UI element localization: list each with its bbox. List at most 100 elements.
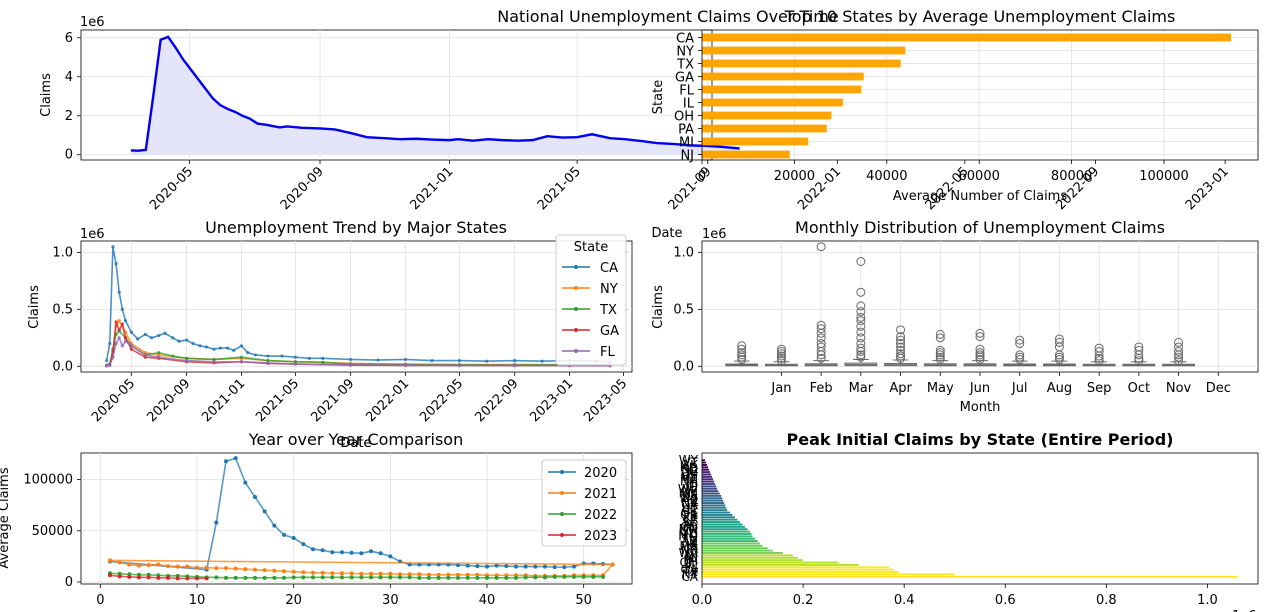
y-tick-label: NH <box>680 475 698 489</box>
y-tick-label: OK <box>681 506 699 520</box>
y-tick-label: AZ <box>682 534 698 548</box>
bar <box>702 502 725 504</box>
outlier <box>776 356 786 366</box>
x-tick-label: 2020-05 <box>147 164 196 213</box>
data-point <box>233 575 238 580</box>
outlier <box>935 354 945 364</box>
outlier <box>1015 350 1025 360</box>
outlier <box>856 343 866 353</box>
data-point <box>120 307 124 311</box>
x-tick-label: 2021-01 <box>407 164 456 213</box>
data-point <box>407 572 412 577</box>
bar <box>702 492 720 495</box>
bar <box>702 556 799 559</box>
bar <box>702 549 773 552</box>
y-tick-label: VA <box>682 541 698 555</box>
data-point <box>330 575 335 580</box>
bar <box>702 490 719 493</box>
data-point <box>253 567 257 572</box>
data-point <box>243 567 248 572</box>
data-point <box>475 572 480 577</box>
data-point <box>311 570 315 575</box>
x-tick-label: 2021-09 <box>308 376 357 425</box>
data-point <box>562 565 567 570</box>
y-tick-label: ME <box>680 472 698 486</box>
data-point <box>166 564 170 569</box>
bar <box>702 528 748 531</box>
y-tick-label: NE <box>681 484 698 498</box>
bar <box>702 466 709 469</box>
data-point <box>204 565 209 570</box>
data-point <box>369 549 373 554</box>
data-point <box>407 575 412 580</box>
data-point <box>359 551 364 556</box>
data-point <box>262 509 267 514</box>
legend-box <box>541 459 627 547</box>
y-tick-label: AK <box>682 458 699 472</box>
outlier <box>1054 334 1064 344</box>
bar <box>702 461 707 464</box>
y-tick-label: 50000 <box>32 524 73 539</box>
outlier <box>935 345 945 355</box>
y-tick-label: KY <box>683 510 698 524</box>
bar <box>702 85 862 94</box>
x-tick-label: 1.0 <box>1197 593 1218 608</box>
data-point <box>514 575 518 580</box>
data-point <box>212 347 216 351</box>
outlier <box>935 329 945 339</box>
x-tick-label: 0 <box>96 593 104 608</box>
data-point <box>311 547 315 552</box>
y-tick-label: KS <box>683 489 699 503</box>
legend-label: 2021 <box>584 487 617 502</box>
bar <box>702 494 722 497</box>
bar <box>702 46 906 55</box>
data-point <box>233 456 238 461</box>
bar <box>702 561 839 564</box>
data-point <box>282 569 286 574</box>
outlier <box>1134 345 1144 355</box>
data-point <box>388 554 393 559</box>
bar <box>702 468 710 471</box>
outlier <box>1174 346 1184 356</box>
data-point <box>218 346 222 350</box>
y-tick-label: MA <box>679 539 698 553</box>
data-point <box>494 575 499 580</box>
x-tick-label: 2021-05 <box>535 164 584 213</box>
x-tick-label: 100000 <box>1139 169 1189 184</box>
bar <box>702 540 758 543</box>
outlier <box>975 344 985 354</box>
outlier <box>856 350 866 360</box>
y-tick-label: CA <box>681 570 698 584</box>
y-tick-label: TX <box>676 58 694 73</box>
data-point <box>195 565 199 570</box>
data-point <box>359 575 364 580</box>
legend-label: 2023 <box>584 529 617 544</box>
data-point <box>465 575 470 580</box>
x-tick-label: 0.6 <box>995 593 1016 608</box>
legend-label: NY <box>600 282 618 297</box>
series-line <box>106 319 610 366</box>
data-point <box>117 290 121 294</box>
data-point <box>457 359 462 363</box>
bar <box>702 571 900 574</box>
x-tick-label: 2021-09 <box>666 164 715 213</box>
y-tick-label: WI <box>683 525 698 539</box>
data-point <box>301 575 306 580</box>
data-point <box>157 355 161 359</box>
data-point <box>111 355 115 359</box>
bar <box>702 506 727 509</box>
bar <box>702 137 809 146</box>
data-point <box>436 572 441 577</box>
y-tick-label: GA <box>675 71 694 86</box>
outlier <box>856 316 866 326</box>
data-point <box>349 363 353 367</box>
chart-title: National Unemployment Claims Over Time <box>497 7 838 26</box>
outlier <box>1054 354 1064 364</box>
y-tick-label: 0.5 <box>52 302 73 317</box>
outlier <box>737 344 747 354</box>
x-tick-label: 50 <box>575 593 592 608</box>
data-point <box>456 575 460 580</box>
outlier <box>776 346 786 356</box>
y-tick-label: 0.5 <box>673 302 694 317</box>
